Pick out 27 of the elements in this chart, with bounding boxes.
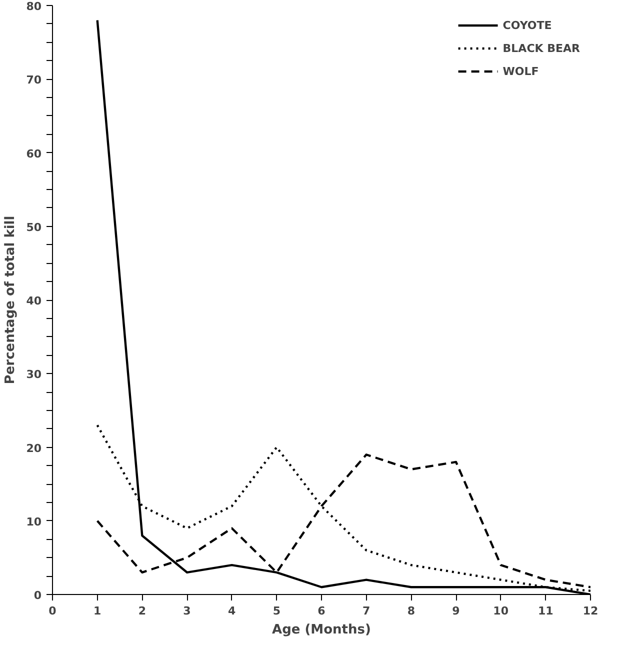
y-tick-label: 70	[26, 74, 42, 87]
legend-label: COYOTE	[502, 18, 552, 32]
x-tick-label: 8	[407, 604, 415, 618]
x-tick-label: 12	[582, 604, 598, 618]
x-tick-label: 6	[318, 604, 326, 618]
x-tick-label: 1	[94, 604, 102, 618]
x-tick-label: 4	[228, 604, 236, 618]
y-tick-label: 50	[26, 220, 42, 234]
y-tick-label: 60	[26, 147, 42, 160]
x-tick-label: 3	[183, 604, 191, 618]
legend-label: WOLF	[502, 64, 539, 78]
y-tick-label: 80	[26, 0, 42, 13]
x-tick-label: 7	[362, 604, 370, 618]
y-tick-label: 30	[26, 368, 42, 382]
x-axis-title: Age (Months)	[272, 622, 371, 638]
y-tick-label: 40	[26, 294, 42, 308]
y-tick-label: 10	[26, 515, 42, 528]
x-tick-label: 0	[48, 604, 57, 618]
x-tick-label: 9	[452, 604, 460, 618]
legend-label: BLACK BEAR	[502, 42, 580, 54]
x-tick-label: 10	[493, 604, 509, 618]
x-tick-label: 5	[272, 604, 280, 618]
y-tick-label: 0	[34, 589, 42, 602]
y-tick-label: 20	[26, 442, 42, 455]
x-tick-label: 11	[538, 604, 554, 618]
x-tick-label: 2	[138, 604, 146, 618]
y-axis-title: Percentage of total kill	[3, 216, 18, 384]
